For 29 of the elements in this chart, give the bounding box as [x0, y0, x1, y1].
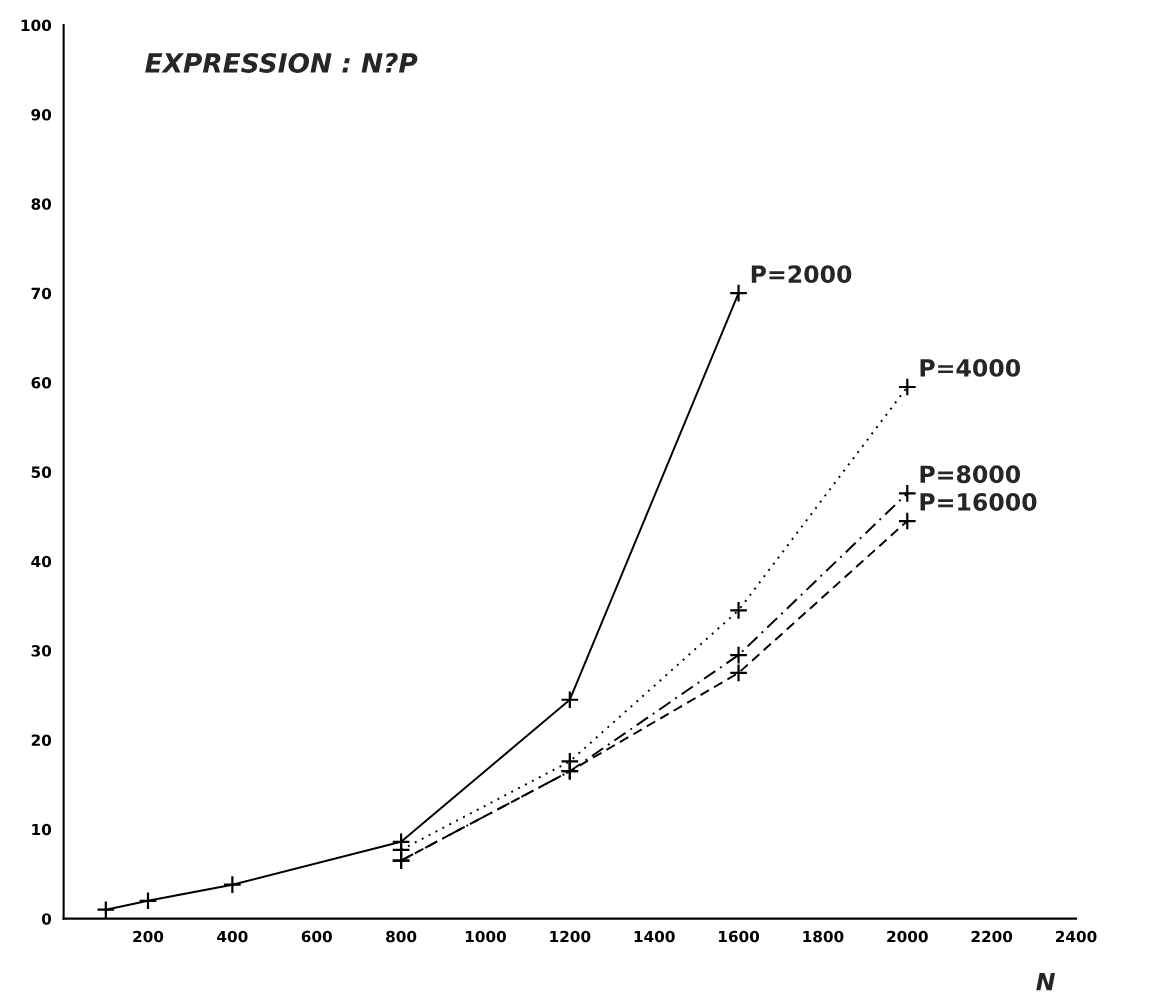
x-tick-label: 1600 [719, 930, 760, 943]
y-tick-label: 80 [31, 198, 52, 210]
y-tick-label: 50 [31, 466, 52, 478]
y-tick-label: 30 [31, 645, 52, 657]
x-tick-label: 1200 [550, 930, 591, 943]
x-tick-label: 800 [386, 930, 417, 943]
x-tick-label: 1400 [634, 930, 675, 943]
series-label: P=16000 [920, 493, 1037, 511]
x-tick-label: 600 [301, 930, 332, 943]
series-label: P=4000 [920, 359, 1021, 377]
text: EXPRESSION : N?P [145, 53, 418, 73]
y-tick-label: 10 [32, 823, 52, 836]
y-tick-label: 90 [31, 108, 52, 121]
y-tick-label: 0 [41, 913, 52, 925]
series-label: P=2000 [751, 265, 852, 284]
x-tick-label: 200 [133, 930, 164, 943]
x-tick-label: 2200 [971, 930, 1013, 943]
y-tick-label: 60 [31, 376, 52, 389]
x-tick-label: 2000 [887, 930, 928, 943]
y-tick-label: 40 [31, 555, 52, 568]
y-tick-label: 20 [31, 734, 52, 746]
x-axis-title: N [1036, 973, 1056, 991]
x-tick-label: 2400 [1055, 930, 1097, 943]
x-tick-label: 400 [217, 930, 248, 943]
y-tick-label: 100 [21, 19, 52, 32]
y-tick-label: 70 [31, 287, 52, 300]
x-tick-label: 1800 [803, 930, 844, 943]
series-label: P=8000 [920, 465, 1021, 484]
x-tick-label: 1000 [465, 930, 506, 943]
